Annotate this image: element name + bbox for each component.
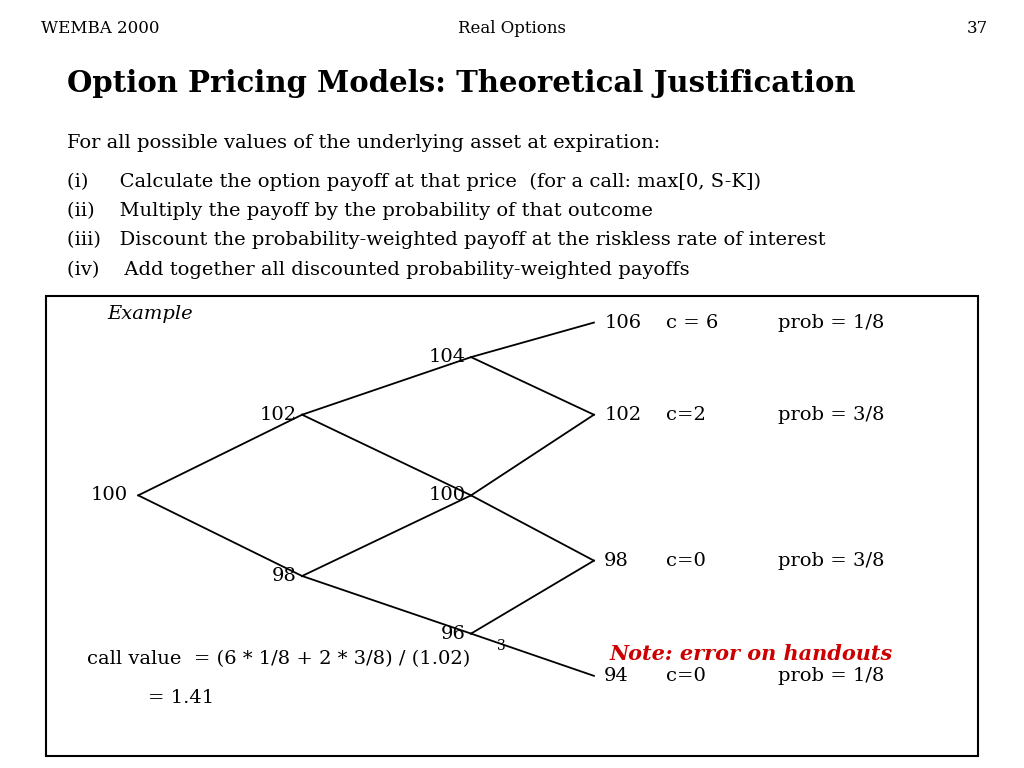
- Text: Note: error on handouts: Note: error on handouts: [609, 644, 893, 664]
- Text: For all possible values of the underlying asset at expiration:: For all possible values of the underlyin…: [67, 134, 659, 152]
- Text: 106: 106: [604, 313, 641, 332]
- Text: (i)     Calculate the option payoff at that price  (for a call: max[0, S-K]): (i) Calculate the option payoff at that …: [67, 173, 761, 191]
- Text: c=0: c=0: [666, 667, 706, 685]
- Text: c=0: c=0: [666, 551, 706, 570]
- Text: c=2: c=2: [666, 406, 706, 424]
- Text: call value  = (6 * 1/8 + 2 * 3/8) / (1.02): call value = (6 * 1/8 + 2 * 3/8) / (1.02…: [87, 650, 470, 668]
- Text: Real Options: Real Options: [458, 20, 566, 37]
- FancyBboxPatch shape: [46, 296, 978, 756]
- Text: 104: 104: [429, 348, 466, 366]
- Text: 100: 100: [429, 486, 466, 505]
- Text: 3: 3: [497, 639, 506, 653]
- Text: prob = 3/8: prob = 3/8: [778, 406, 885, 424]
- Text: = 1.41: = 1.41: [148, 689, 215, 707]
- Text: 96: 96: [441, 624, 466, 643]
- Text: Option Pricing Models: Theoretical Justification: Option Pricing Models: Theoretical Justi…: [67, 69, 855, 98]
- Text: 94: 94: [604, 667, 629, 685]
- Text: WEMBA 2000: WEMBA 2000: [41, 20, 160, 37]
- Text: prob = 1/8: prob = 1/8: [778, 313, 885, 332]
- Text: 98: 98: [272, 567, 297, 585]
- Text: (iv)    Add together all discounted probability-weighted payoffs: (iv) Add together all discounted probabi…: [67, 260, 689, 279]
- Text: 102: 102: [260, 406, 297, 424]
- Text: 98: 98: [604, 551, 629, 570]
- Text: 100: 100: [91, 486, 128, 505]
- Text: prob = 3/8: prob = 3/8: [778, 551, 885, 570]
- Text: (iii)   Discount the probability-weighted payoff at the riskless rate of interes: (iii) Discount the probability-weighted …: [67, 231, 825, 250]
- Text: prob = 1/8: prob = 1/8: [778, 667, 885, 685]
- Text: 37: 37: [967, 20, 988, 37]
- Text: Example: Example: [108, 305, 194, 323]
- Text: c = 6: c = 6: [666, 313, 718, 332]
- Text: (ii)    Multiply the payoff by the probability of that outcome: (ii) Multiply the payoff by the probabil…: [67, 202, 652, 220]
- Text: 102: 102: [604, 406, 641, 424]
